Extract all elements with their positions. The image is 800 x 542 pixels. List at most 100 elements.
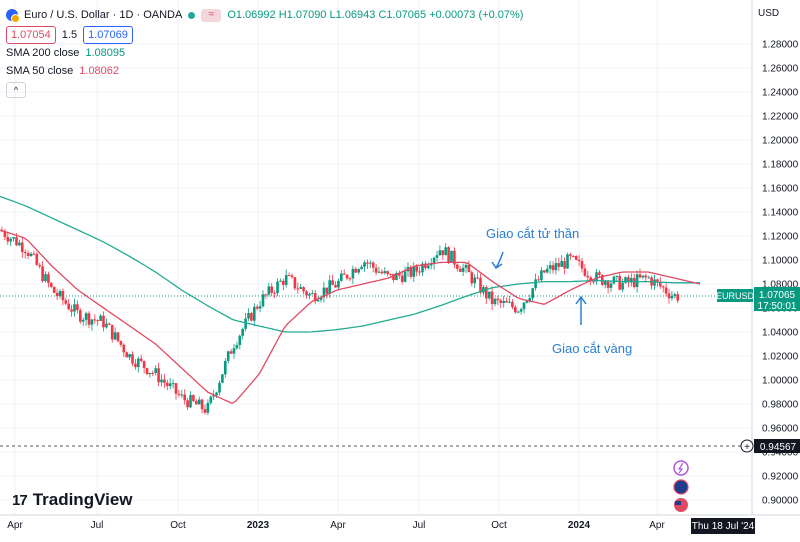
candle (493, 297, 497, 307)
candle (163, 373, 166, 389)
candle (363, 260, 366, 272)
time-tick: Oct (491, 520, 507, 531)
close-value: C1.07065 (378, 9, 427, 21)
candle (574, 255, 578, 261)
ohlc-values: O1.06992 H1.07090 L1.06943 C1.07065 +0.0… (227, 8, 523, 22)
market-status-icon[interactable] (188, 11, 196, 19)
time-tick: 2024 (568, 520, 591, 531)
time-axis[interactable]: Apr Jul Oct 2023 Apr Jul Oct 2024 Apr (7, 520, 665, 531)
currency-label[interactable]: USD (758, 8, 780, 19)
sma200-value: 1.08095 (85, 47, 126, 59)
candle (186, 398, 189, 411)
candle (360, 264, 363, 270)
candle (267, 282, 271, 297)
candle (560, 255, 563, 267)
candle (351, 265, 355, 285)
candle (215, 391, 218, 399)
candle (29, 252, 33, 258)
sell-price-button[interactable]: 1.07054 (6, 26, 56, 44)
candle (232, 343, 236, 359)
candle (113, 327, 117, 341)
candle (87, 311, 91, 329)
price-tick: 1.12000 (762, 232, 799, 243)
candle (514, 304, 517, 314)
time-tick: Jul (91, 520, 104, 531)
price-tick: 1.10000 (762, 256, 799, 267)
price-tick: 1.16000 (762, 184, 799, 195)
sma50-label: SMA 50 close (6, 65, 74, 77)
candle (279, 278, 282, 283)
candle (296, 282, 300, 294)
sma50-legend[interactable]: SMA 50 close 1.08062 (6, 62, 523, 80)
candle (583, 264, 587, 277)
candle (389, 273, 392, 277)
candle (595, 268, 598, 285)
symbol-title[interactable]: Euro / U.S. Dollar · 1D · OANDA (24, 9, 183, 21)
candle (322, 281, 326, 303)
add-alert-button[interactable] (740, 439, 754, 453)
wave-icon[interactable]: ≈ (201, 8, 222, 22)
candle (287, 272, 291, 277)
candle (9, 237, 12, 247)
candle (116, 332, 120, 343)
candle (612, 275, 616, 285)
candle (264, 293, 268, 299)
price-tick: 1.20000 (762, 136, 799, 147)
candle (35, 251, 39, 266)
candle (203, 404, 207, 415)
buy-price-button[interactable]: 1.07069 (83, 26, 133, 44)
candle (313, 290, 317, 305)
candle (516, 310, 520, 314)
price-axis[interactable]: 1.28000 1.26000 1.24000 1.22000 1.20000 1.180… (762, 40, 799, 507)
golden-cross-arrow (575, 295, 587, 325)
candle (319, 295, 323, 303)
candle (171, 379, 175, 389)
crosshair-price-tag: 0.94567 (760, 442, 797, 453)
candle (537, 275, 540, 282)
sma50-value: 1.08062 (79, 65, 120, 77)
candle (398, 270, 401, 279)
candle (128, 353, 131, 360)
candle (606, 280, 610, 294)
time-tick: Jul (413, 520, 426, 531)
trade-row: 1.07054 1.5 1.07069 (6, 26, 523, 44)
candle (441, 250, 445, 260)
candle (55, 288, 59, 301)
candle (6, 231, 10, 246)
candle (421, 261, 424, 277)
candle (354, 266, 358, 274)
candle (624, 276, 627, 284)
candle (371, 261, 375, 273)
time-tick: 2023 (247, 520, 270, 531)
candle (461, 263, 465, 277)
candle (70, 304, 73, 317)
candle (218, 380, 221, 396)
sma200-legend[interactable]: SMA 200 close 1.08095 (6, 44, 523, 62)
tradingview-logo[interactable]: 17 TradingView (12, 490, 133, 510)
candle (270, 283, 273, 297)
death-cross-label: Giao cắt tử thần (486, 226, 580, 241)
candle (183, 389, 186, 405)
lightning-event-icon[interactable] (673, 460, 689, 476)
candle (76, 300, 79, 314)
symbol-row: Euro / U.S. Dollar · 1D · OANDA ≈ O1.069… (6, 6, 523, 24)
eu-flag-icon[interactable] (673, 479, 689, 495)
candle (99, 314, 102, 322)
candle (444, 243, 447, 256)
candle (299, 283, 302, 290)
candle (247, 308, 250, 322)
collapse-legend-button[interactable]: ^ (6, 82, 26, 98)
candle (656, 278, 659, 287)
candle (238, 334, 242, 350)
candle (26, 250, 30, 260)
sma50-line (0, 229, 701, 405)
sma200-label: SMA 200 close (6, 47, 80, 59)
plus-icon: + (744, 442, 750, 453)
candle (174, 382, 178, 400)
candle (157, 362, 160, 387)
candle (311, 290, 314, 295)
candle (659, 276, 662, 289)
event-icons (673, 460, 689, 512)
